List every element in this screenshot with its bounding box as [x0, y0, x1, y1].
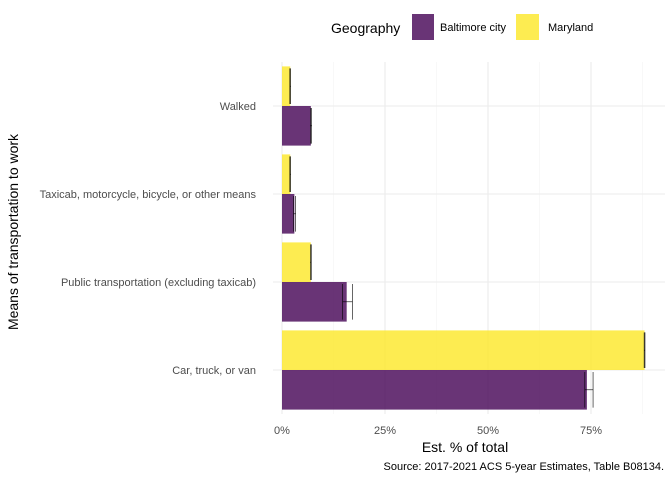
error-bar-baltimore-city	[310, 107, 312, 144]
legend-swatch-baltimore-city	[412, 14, 434, 40]
bar-maryland	[282, 66, 291, 106]
chart-caption: Source: 2017-2021 ACS 5-year Estimates, …	[384, 461, 664, 473]
bar-baltimore-city	[282, 106, 311, 146]
bar-maryland	[282, 154, 291, 194]
bar-baltimore-city	[282, 282, 347, 322]
error-bars	[289, 68, 646, 408]
y-tick-label: Public transportation (excluding taxicab…	[61, 277, 256, 289]
x-tick-labels: 0% 25% 50% 75%	[274, 425, 602, 437]
error-bar-maryland	[289, 68, 291, 105]
bar-baltimore-city	[282, 194, 295, 234]
y-tick-labels: Car, truck, or van Public transportation …	[40, 101, 257, 377]
error-bar-maryland	[289, 156, 291, 193]
x-tick-label: 50%	[477, 425, 499, 437]
legend-swatch-maryland	[516, 14, 539, 40]
x-tick-label: 0%	[274, 425, 290, 437]
bar-baltimore-city	[282, 370, 587, 410]
bar-maryland	[282, 242, 311, 282]
legend-title: Geography	[331, 20, 400, 36]
error-bar-baltimore-city	[584, 371, 594, 408]
legend-label-maryland: Maryland	[548, 22, 593, 34]
error-bar-baltimore-city	[293, 195, 296, 232]
y-tick-label: Car, truck, or van	[172, 365, 256, 377]
y-tick-label: Taxicab, motorcycle, bicycle, or other m…	[40, 189, 257, 201]
x-tick-label: 75%	[580, 425, 602, 437]
x-tick-label: 25%	[374, 425, 396, 437]
bar-maryland	[282, 330, 645, 370]
legend: Geography Baltimore city Maryland	[331, 14, 593, 40]
error-bar-maryland	[310, 244, 312, 281]
y-tick-label: Walked	[220, 101, 256, 113]
y-axis-title: Means of transportation to work	[5, 133, 21, 330]
error-bar-baltimore-city	[342, 283, 353, 320]
error-bar-maryland	[643, 332, 646, 369]
x-axis-title: Est. % of total	[422, 439, 508, 455]
legend-label-baltimore-city: Baltimore city	[440, 22, 507, 34]
bars	[282, 66, 645, 410]
